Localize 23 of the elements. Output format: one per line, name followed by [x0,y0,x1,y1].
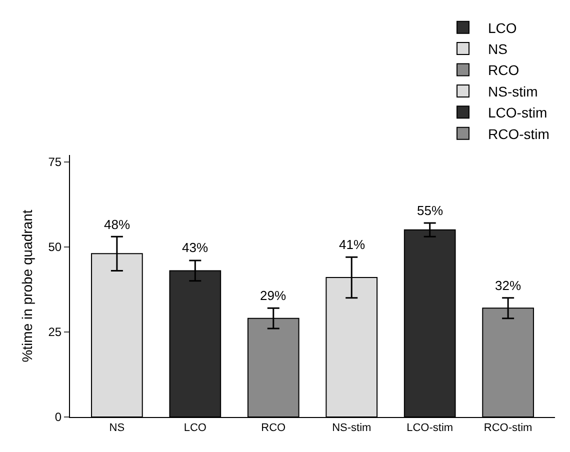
data-label: 43% [182,240,208,255]
legend-label: NS-stim [488,83,538,100]
y-tick-label: 75 [48,155,62,170]
x-tick-label: NS [109,422,125,434]
data-label: 41% [339,237,366,252]
y-tick-label: 25 [48,325,62,340]
legend-label: LCO [488,20,517,36]
data-label: 32% [495,278,522,293]
legend-label: RCO-stim [488,126,550,142]
y-axis-title: %time in probe quadrant [19,210,35,362]
x-tick-label: LCO-stim [406,422,454,434]
x-tick-label: RCO [261,422,286,434]
legend-label: RCO [488,62,520,78]
legend-label: LCO-stim [488,104,548,121]
data-label: 48% [104,217,130,232]
x-tick-label: NS-stim [332,422,372,434]
x-tick-label: RCO-stim [484,422,532,434]
x-tick-label: LCO [184,422,207,434]
data-label: 29% [260,288,286,303]
legend-label: NS [488,41,508,58]
y-tick-label: 0 [54,410,62,424]
y-tick-label: 50 [48,240,62,254]
data-label: 55% [417,203,444,218]
